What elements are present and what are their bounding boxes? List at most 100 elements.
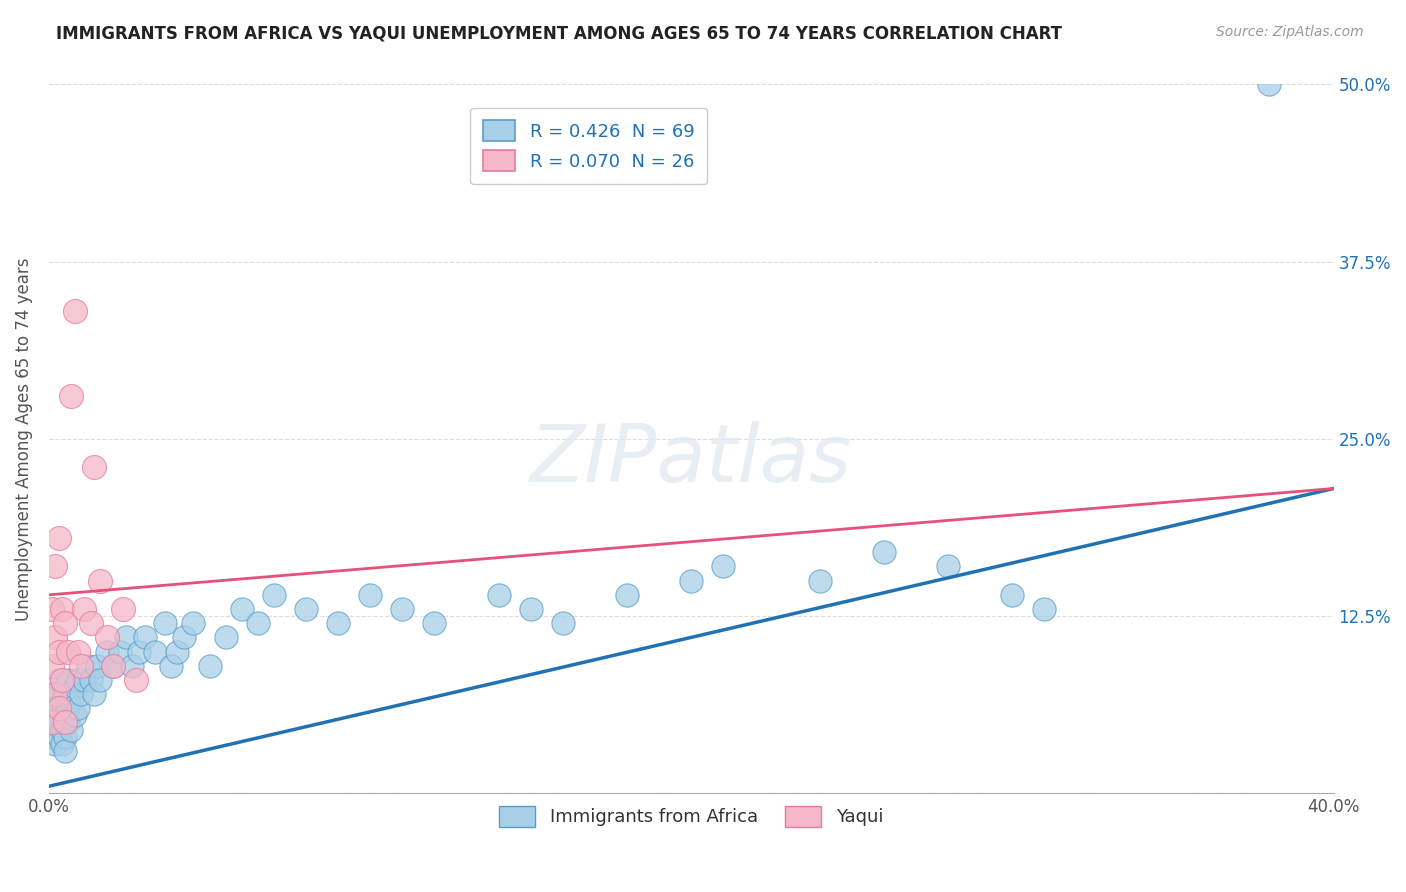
Point xyxy=(103,658,125,673)
Point xyxy=(111,602,134,616)
Text: ZIPatlas: ZIPatlas xyxy=(530,421,852,500)
Point xyxy=(1001,588,1024,602)
Point xyxy=(48,673,70,687)
Point xyxy=(41,602,63,616)
Point xyxy=(63,680,86,694)
Point xyxy=(295,602,318,616)
Point xyxy=(48,715,70,730)
Point xyxy=(44,708,66,723)
Point xyxy=(551,616,574,631)
Point xyxy=(76,658,98,673)
Point xyxy=(70,687,93,701)
Point xyxy=(73,673,96,687)
Point xyxy=(488,588,510,602)
Point xyxy=(53,730,76,744)
Point xyxy=(58,644,80,658)
Point xyxy=(231,602,253,616)
Point xyxy=(359,588,381,602)
Point xyxy=(44,737,66,751)
Point xyxy=(58,673,80,687)
Point xyxy=(44,723,66,737)
Point xyxy=(80,673,103,687)
Point xyxy=(41,715,63,730)
Point xyxy=(153,616,176,631)
Point xyxy=(73,602,96,616)
Legend: Immigrants from Africa, Yaqui: Immigrants from Africa, Yaqui xyxy=(492,798,890,834)
Point xyxy=(115,631,138,645)
Point xyxy=(53,744,76,758)
Point xyxy=(48,730,70,744)
Point xyxy=(44,687,66,701)
Point xyxy=(423,616,446,631)
Point xyxy=(60,723,83,737)
Point xyxy=(873,545,896,559)
Point xyxy=(66,673,89,687)
Point xyxy=(48,531,70,545)
Point xyxy=(246,616,269,631)
Point xyxy=(48,701,70,715)
Point xyxy=(108,644,131,658)
Point xyxy=(326,616,349,631)
Point xyxy=(263,588,285,602)
Point xyxy=(44,631,66,645)
Point xyxy=(41,715,63,730)
Point xyxy=(51,673,73,687)
Point xyxy=(86,658,108,673)
Point xyxy=(83,687,105,701)
Point xyxy=(66,644,89,658)
Point xyxy=(83,460,105,475)
Point xyxy=(60,694,83,708)
Point xyxy=(60,389,83,403)
Point xyxy=(214,631,236,645)
Point xyxy=(143,644,166,658)
Point xyxy=(58,701,80,715)
Point xyxy=(96,644,118,658)
Point xyxy=(96,631,118,645)
Point xyxy=(44,687,66,701)
Point xyxy=(51,737,73,751)
Point xyxy=(124,673,146,687)
Point xyxy=(1033,602,1056,616)
Point xyxy=(51,694,73,708)
Text: Source: ZipAtlas.com: Source: ZipAtlas.com xyxy=(1216,25,1364,39)
Point xyxy=(70,658,93,673)
Point xyxy=(48,701,70,715)
Point xyxy=(63,708,86,723)
Point xyxy=(1258,78,1281,92)
Point xyxy=(160,658,183,673)
Point xyxy=(53,708,76,723)
Point xyxy=(519,602,541,616)
Point xyxy=(198,658,221,673)
Point xyxy=(616,588,638,602)
Point xyxy=(80,616,103,631)
Text: IMMIGRANTS FROM AFRICA VS YAQUI UNEMPLOYMENT AMONG AGES 65 TO 74 YEARS CORRELATI: IMMIGRANTS FROM AFRICA VS YAQUI UNEMPLOY… xyxy=(56,25,1063,43)
Point xyxy=(53,616,76,631)
Point xyxy=(66,701,89,715)
Point xyxy=(63,304,86,318)
Point xyxy=(808,574,831,588)
Point xyxy=(128,644,150,658)
Point xyxy=(41,730,63,744)
Point xyxy=(44,559,66,574)
Point xyxy=(681,574,703,588)
Y-axis label: Unemployment Among Ages 65 to 74 years: Unemployment Among Ages 65 to 74 years xyxy=(15,257,32,621)
Point xyxy=(48,644,70,658)
Point xyxy=(53,715,76,730)
Point xyxy=(51,602,73,616)
Point xyxy=(89,574,111,588)
Point xyxy=(134,631,156,645)
Point xyxy=(89,673,111,687)
Point xyxy=(711,559,734,574)
Point xyxy=(41,658,63,673)
Point xyxy=(58,715,80,730)
Point xyxy=(183,616,205,631)
Point xyxy=(121,658,143,673)
Point xyxy=(936,559,959,574)
Point xyxy=(41,701,63,715)
Point xyxy=(166,644,188,658)
Point xyxy=(391,602,413,616)
Point xyxy=(53,687,76,701)
Point xyxy=(103,658,125,673)
Point xyxy=(51,723,73,737)
Point xyxy=(173,631,195,645)
